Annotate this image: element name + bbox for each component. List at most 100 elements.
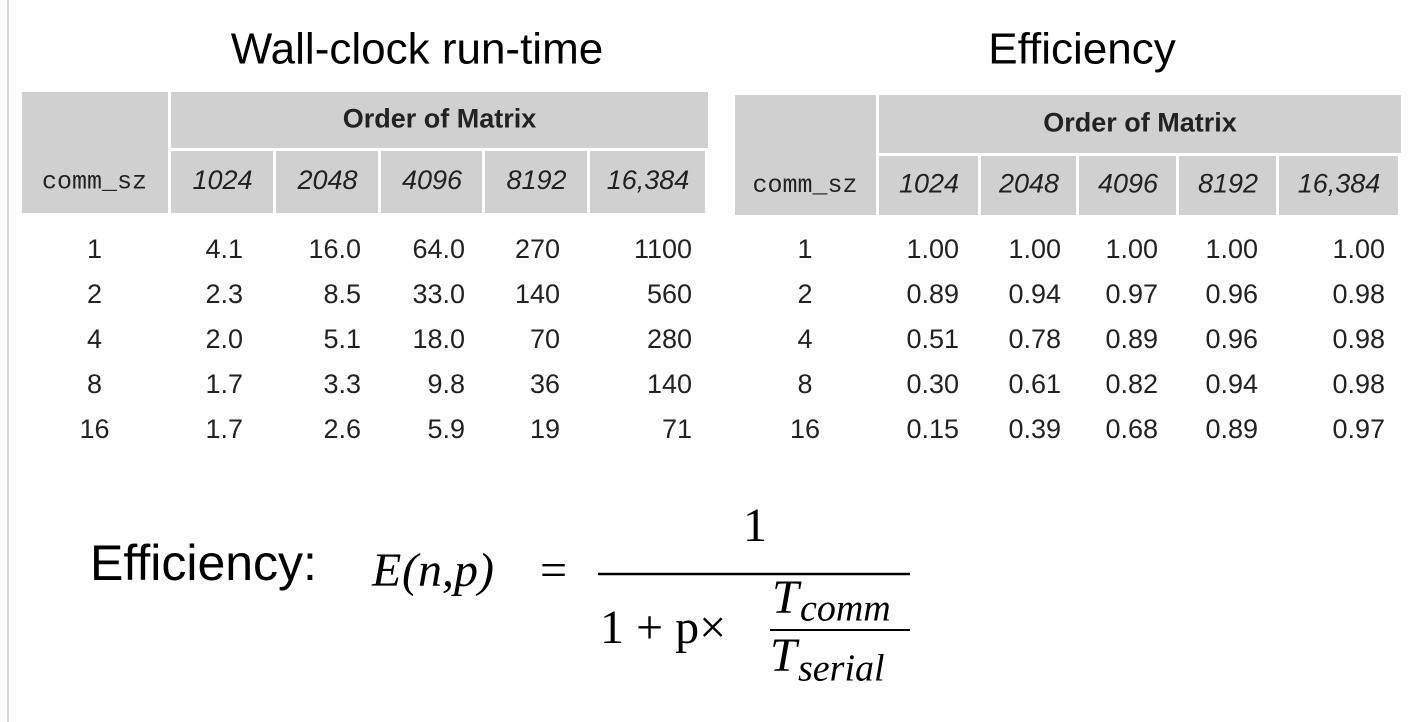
formula-lhs-symbol: E [371,544,401,597]
table-cell: 4.1 [205,234,243,264]
column-header: 16,384 [1298,169,1381,199]
table-cell: 5.9 [427,414,465,444]
table-title: Efficiency [988,25,1176,74]
row-label: 2 [87,279,102,309]
row-label: 2 [797,279,812,309]
table-cell: 70 [530,324,560,354]
ratio-numerator-sub: comm [800,588,891,630]
table-cell: 140 [515,279,560,309]
column-header: 1024 [192,165,252,195]
table-cell: 0.96 [1205,279,1258,309]
table-cell: 2.6 [323,414,361,444]
table-cell: 0.61 [1008,369,1061,399]
column-header: 16,384 [607,165,690,195]
table-cell: 0.96 [1205,324,1258,354]
column-header-cell [171,151,273,213]
table-cell: 16.0 [308,234,361,264]
table-cell: 19 [530,414,560,444]
table-cell: 0.94 [1205,369,1258,399]
row-label: 8 [797,369,812,399]
table-cell: 1100 [634,234,692,264]
formula-lhs-args: (n,p) [402,544,494,597]
table-cell: 0.30 [906,369,959,399]
corner-cell [735,95,876,215]
table-cell: 0.51 [906,324,959,354]
group-header-cell [879,95,1401,153]
column-header-cell [1079,156,1176,215]
row-label: 4 [797,324,812,354]
column-header: 2048 [998,169,1059,199]
table-cell: 9.8 [427,369,465,399]
column-header-cell [590,151,705,213]
row-label: 4 [87,324,102,354]
column-header: 1024 [899,169,959,199]
column-header-cell [981,156,1076,215]
row-label: 1 [797,234,812,264]
table-cell: 1.00 [1205,234,1258,264]
row-label: 16 [79,414,109,444]
table-cell: 8.5 [323,279,361,309]
column-header-cell [485,151,587,213]
column-header-cell [879,156,978,215]
table-cell: 0.68 [1105,414,1158,444]
row-label: 1 [87,234,102,264]
table-cell: 0.89 [1105,324,1158,354]
column-header-cell [1179,156,1276,215]
corner-label: comm_sz [752,171,857,200]
table-cell: 64.0 [412,234,465,264]
table-cell: 2.0 [205,324,243,354]
table-cell: 3.3 [323,369,361,399]
table-cell: 1.00 [906,234,959,264]
table-cell: 0.89 [1205,414,1258,444]
column-header: 8192 [506,165,566,195]
table-cell: 560 [647,279,692,309]
table-cell: 0.98 [1332,279,1385,309]
table-cell: 1.00 [1105,234,1158,264]
column-header: 4096 [402,165,463,195]
ratio-denominator: T [770,629,800,682]
column-header-cell [1279,156,1398,215]
column-header-cell [276,151,378,213]
column-header: 8192 [1198,169,1258,199]
table-cell: 18.0 [412,324,465,354]
table-cell: 0.78 [1008,324,1061,354]
group-header-cell [171,92,708,148]
table-cell: 0.15 [906,414,959,444]
table-cell: 1.7 [205,369,243,399]
formula-numerator: 1 [743,499,767,552]
table-title: Wall-clock run-time [231,25,603,74]
table-cell: 0.94 [1008,279,1061,309]
formula-label: Efficiency: [90,535,317,591]
table-cell: 1.00 [1008,234,1061,264]
ratio-numerator: T [772,571,802,624]
table-cell: 33.0 [412,279,465,309]
table-cell: 2.3 [205,279,243,309]
table-cell: 71 [662,414,692,444]
corner-cell [22,92,168,213]
row-label: 8 [87,369,102,399]
table-cell: 0.98 [1332,369,1385,399]
formula-denominator-prefix: 1 + p× [600,601,726,654]
table-cell: 1.7 [205,414,243,444]
table-cell: 0.39 [1008,414,1061,444]
table-cell: 0.98 [1332,324,1385,354]
row-label: 16 [790,414,820,444]
table-cell: 140 [647,369,692,399]
ratio-denominator-sub: serial [798,648,885,690]
column-header: 4096 [1098,169,1159,199]
table-cell: 0.89 [906,279,959,309]
table-cell: 5.1 [323,324,361,354]
formula-equals: = [540,544,567,597]
column-header-cell [381,151,482,213]
group-header: Order of Matrix [1043,108,1237,138]
table-cell: 280 [647,324,692,354]
table-cell: 1.00 [1332,234,1385,264]
table-cell: 0.82 [1105,369,1158,399]
corner-label: comm_sz [42,168,147,197]
table-cell: 36 [530,369,560,399]
table-cell: 0.97 [1332,414,1385,444]
table-cell: 270 [515,234,560,264]
column-header: 2048 [296,165,357,195]
table-cell: 0.97 [1105,279,1158,309]
